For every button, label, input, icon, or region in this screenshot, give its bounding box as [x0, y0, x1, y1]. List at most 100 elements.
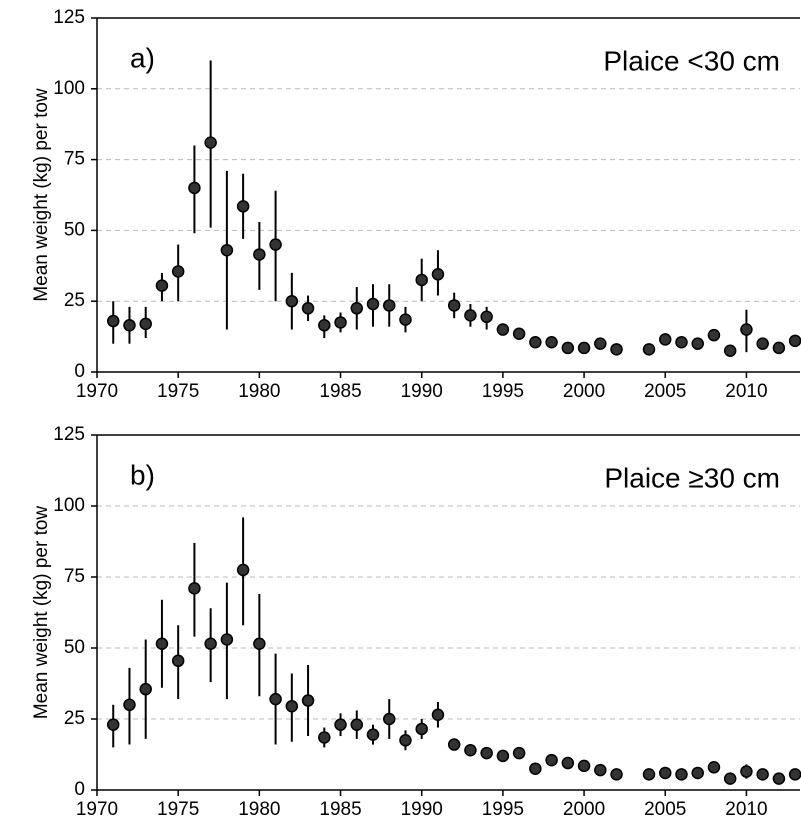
x-tick-label: 1970	[76, 381, 118, 402]
data-point	[529, 336, 542, 349]
x-tick-label: 2000	[563, 799, 605, 820]
data-point	[447, 738, 461, 751]
data-point	[382, 299, 396, 312]
data-point	[334, 718, 347, 731]
data-point	[188, 181, 201, 195]
data-point	[480, 310, 493, 324]
data-point	[431, 708, 445, 721]
x-tick-label: 1970	[76, 799, 118, 820]
x-tick-label: 2005	[644, 381, 686, 402]
y-tick-label: 75	[64, 566, 85, 587]
data-point	[772, 341, 786, 355]
x-tick-label: 2010	[725, 799, 767, 820]
y-tick-label: 125	[53, 7, 85, 28]
data-point	[382, 712, 396, 726]
data-point	[334, 316, 347, 329]
data-point	[496, 749, 510, 763]
data-point	[269, 692, 282, 706]
panel-label: b)	[130, 459, 155, 490]
x-tick-label: 1995	[482, 799, 524, 820]
data-point	[431, 268, 445, 281]
data-point	[204, 136, 217, 149]
y-tick-label: 25	[64, 290, 85, 311]
data-point	[269, 238, 282, 251]
data-point	[610, 768, 623, 781]
data-point	[123, 698, 136, 712]
data-point	[788, 334, 801, 348]
data-point	[220, 633, 234, 646]
x-tick-label: 1975	[157, 799, 199, 820]
data-point	[106, 718, 120, 731]
data-point	[480, 746, 493, 760]
y-tick-label: 125	[53, 424, 85, 445]
y-tick-label: 50	[64, 219, 85, 240]
data-point	[756, 768, 769, 781]
data-point	[675, 336, 688, 349]
data-point	[577, 341, 591, 355]
y-tick-label: 50	[64, 637, 85, 658]
panel-title: Plaice ≥30 cm	[604, 462, 780, 493]
data-point	[253, 637, 266, 650]
data-point	[350, 718, 364, 731]
data-point	[318, 319, 331, 332]
data-point	[496, 323, 510, 336]
data-point	[740, 323, 753, 336]
data-point	[610, 343, 623, 356]
panel-label: a)	[130, 42, 155, 73]
x-tick-label: 2000	[563, 381, 605, 402]
panel-title: Plaice <30 cm	[603, 45, 780, 76]
y-tick-label: 0	[74, 779, 85, 800]
data-point	[301, 302, 315, 315]
data-point	[658, 333, 672, 346]
data-point	[366, 297, 380, 311]
data-point	[691, 337, 704, 350]
x-tick-label: 1995	[482, 381, 524, 402]
data-point	[707, 328, 721, 342]
y-tick-label: 100	[53, 495, 85, 516]
data-point	[399, 734, 412, 747]
data-point	[512, 746, 526, 760]
data-point	[301, 694, 315, 707]
data-point	[236, 563, 250, 577]
data-point	[512, 327, 526, 341]
x-tick-label: 1985	[319, 381, 361, 402]
data-point	[464, 743, 477, 757]
data-point	[561, 756, 575, 770]
data-point	[220, 243, 234, 257]
x-tick-label: 1990	[401, 799, 443, 820]
data-point	[545, 753, 558, 767]
x-tick-label: 2005	[644, 799, 686, 820]
data-point	[415, 722, 428, 736]
data-point	[366, 728, 380, 741]
x-tick-label: 1980	[238, 799, 280, 820]
data-point	[139, 317, 152, 331]
data-point	[594, 763, 607, 777]
data-point	[707, 761, 721, 774]
data-point	[285, 699, 299, 713]
y-axis-label: Mean weight (kg) per tow	[31, 88, 52, 302]
data-point	[399, 313, 412, 326]
x-tick-label: 2010	[725, 381, 767, 402]
data-point	[236, 200, 250, 213]
data-point	[691, 766, 704, 780]
data-point	[723, 772, 737, 785]
x-tick-label: 1990	[401, 381, 443, 402]
data-point	[642, 343, 656, 356]
data-point	[464, 309, 477, 322]
y-tick-label: 75	[64, 149, 85, 170]
data-point	[188, 582, 201, 595]
data-point	[171, 654, 185, 668]
data-point	[155, 279, 169, 292]
x-tick-label: 1980	[238, 381, 280, 402]
data-point	[675, 768, 688, 781]
data-point	[171, 265, 185, 278]
y-tick-label: 25	[64, 708, 85, 729]
x-tick-label: 1985	[319, 799, 361, 820]
data-point	[285, 294, 299, 308]
data-point	[723, 344, 737, 358]
data-point	[772, 772, 786, 785]
data-point	[204, 637, 217, 650]
data-point	[155, 637, 169, 650]
data-point	[447, 299, 461, 312]
